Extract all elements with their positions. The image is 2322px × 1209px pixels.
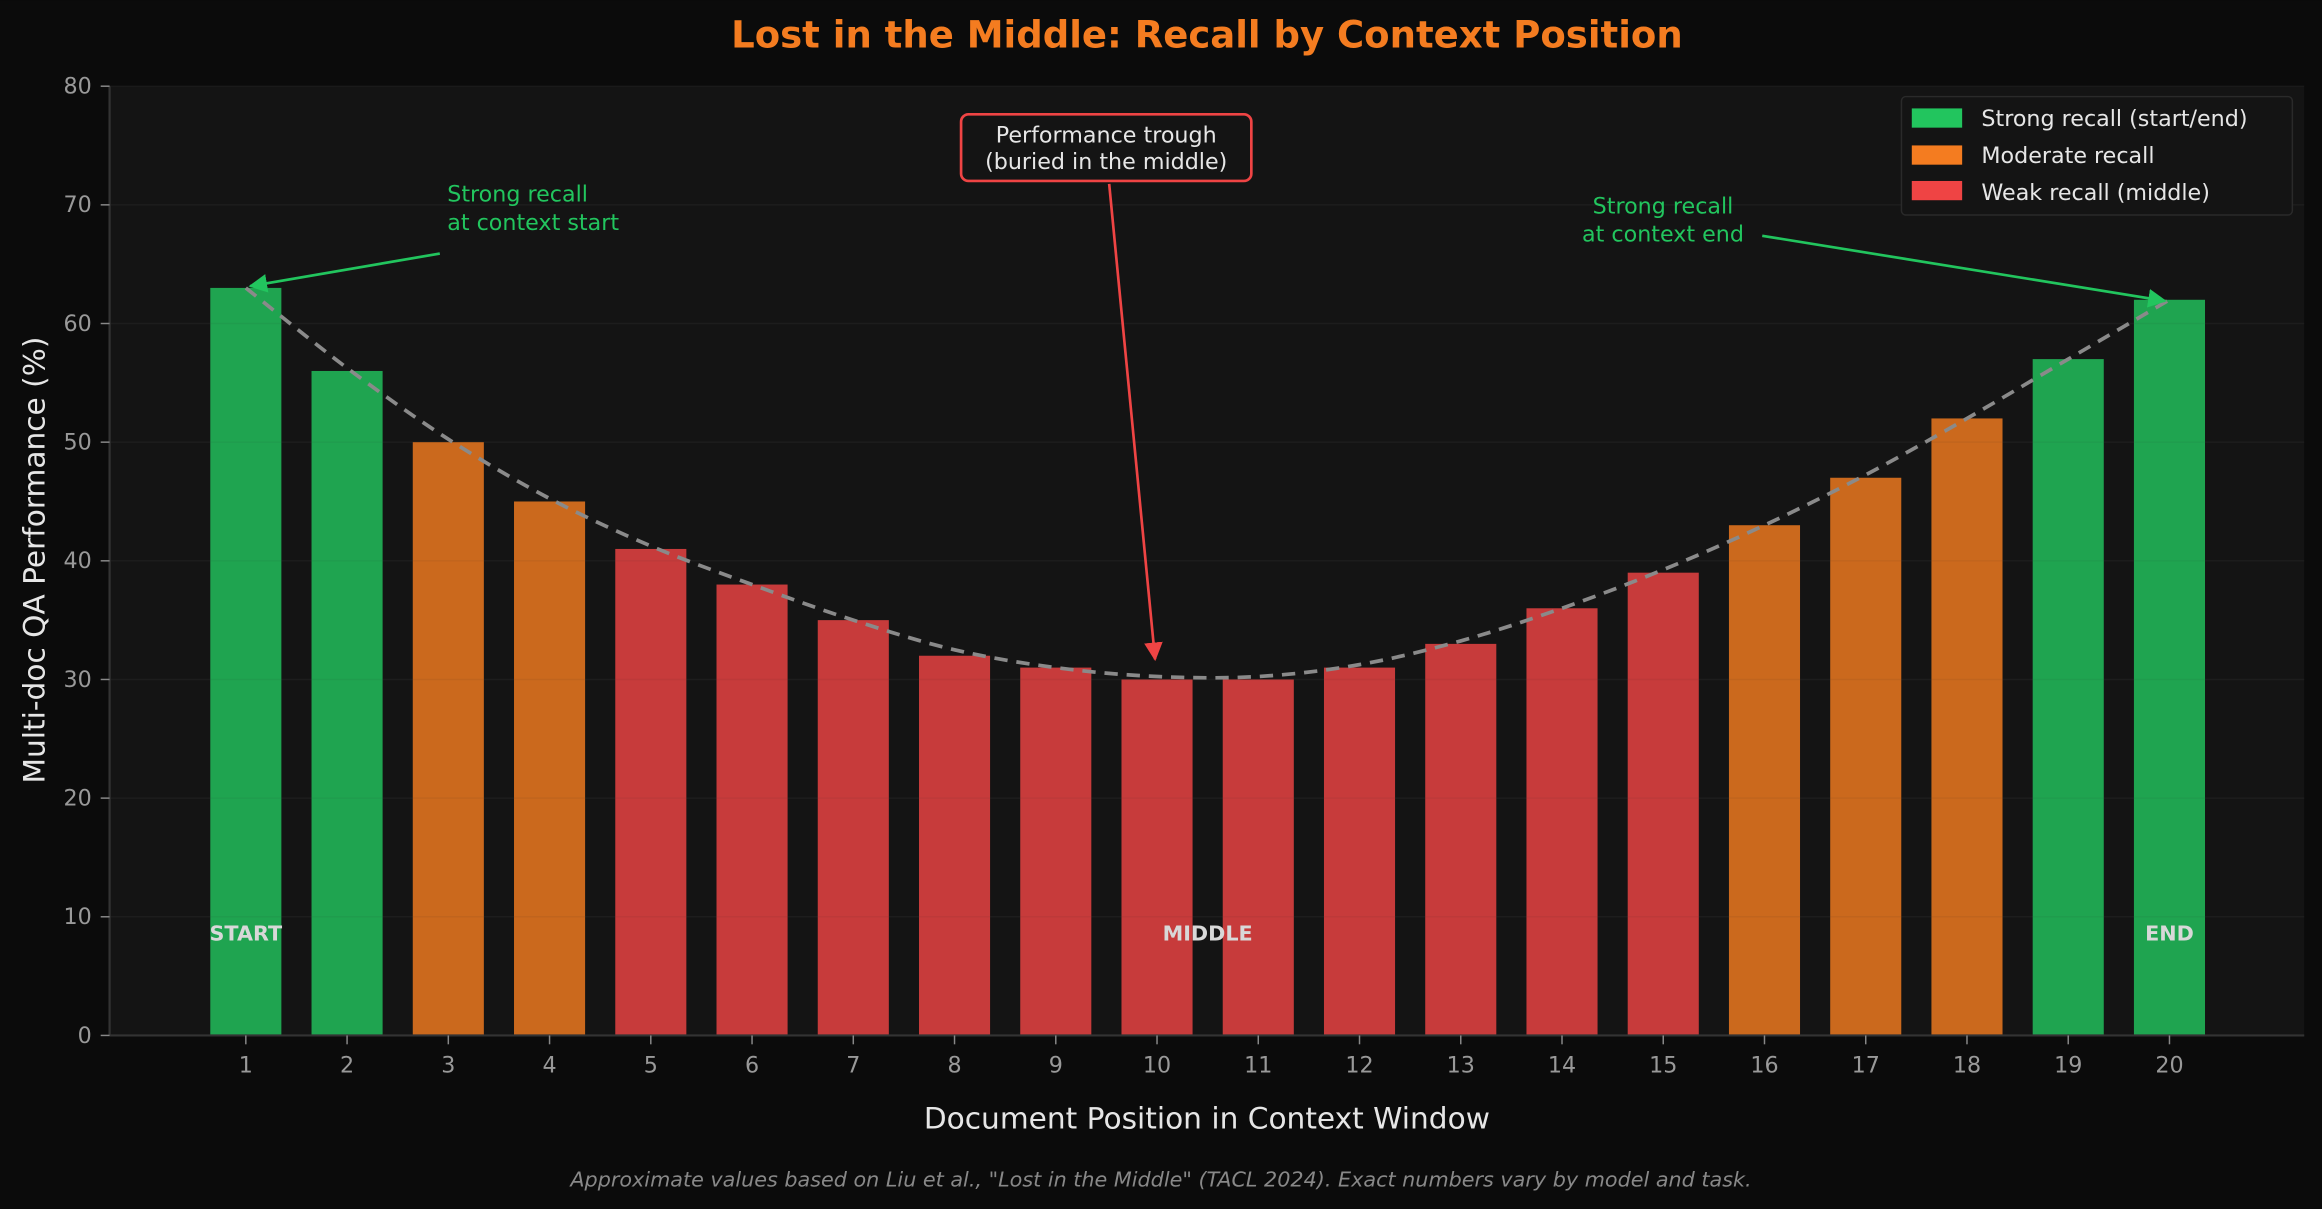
- bar-15: [1627, 572, 1699, 1036]
- annotation-start: Strong recall at context start: [248, 182, 619, 293]
- legend-swatch-strong: [1911, 108, 1963, 128]
- annotation-start-line1: Strong recall: [447, 182, 588, 208]
- x-tick-label: 1: [239, 1052, 253, 1078]
- bar-10: [1121, 679, 1193, 1036]
- bar-13: [1425, 643, 1497, 1036]
- bars: [109, 85, 2305, 1037]
- bar-16: [1728, 525, 1801, 1036]
- x-tick-label: 17: [1852, 1052, 1880, 1078]
- bar-7: [817, 620, 889, 1036]
- x-tick-label: 5: [644, 1052, 658, 1078]
- x-tick-label: 9: [1049, 1052, 1063, 1078]
- x-tick-label: 20: [2155, 1052, 2183, 1078]
- x-tick-label: 6: [745, 1052, 759, 1078]
- y-tick-label: 10: [64, 904, 92, 930]
- bar-label-middle: MIDDLE: [1163, 922, 1253, 946]
- legend: Strong recall (start/end) Moderate recal…: [1900, 95, 2294, 216]
- bar-14: [1526, 608, 1598, 1036]
- y-tick-label: 80: [64, 74, 92, 100]
- bar-12: [1323, 667, 1396, 1036]
- x-tick-label: 4: [542, 1052, 556, 1078]
- bar-3: [412, 442, 484, 1036]
- x-tick-label: 15: [1649, 1052, 1677, 1078]
- legend-label-moderate: Moderate recall: [1981, 143, 2154, 169]
- annotation-trough-arrow: [1107, 183, 1163, 662]
- y-tick-label: 40: [64, 548, 92, 574]
- footnote: Approximate values based on Liu et al., …: [568, 1167, 1751, 1191]
- legend-swatch-weak: [1911, 180, 1963, 201]
- x-tick-label: 16: [1750, 1052, 1778, 1078]
- annotation-start-line2: at context start: [447, 210, 619, 236]
- x-tick-label: 13: [1447, 1052, 1475, 1078]
- y-ticks: 0 10 20 30 40 50 60 70 80: [64, 74, 110, 1049]
- y-tick-label: 30: [64, 667, 92, 693]
- x-tick-label: 14: [1548, 1052, 1576, 1078]
- annotation-trough-line1: Performance trough: [996, 122, 1217, 148]
- annotation-end-line2: at context end: [1582, 222, 1744, 248]
- bar-label-start: START: [210, 922, 284, 946]
- legend-swatch-moderate: [1911, 145, 1963, 165]
- bar-19: [2032, 359, 2104, 1036]
- bar-17: [1830, 477, 1902, 1036]
- annotation-trough: Performance trough (buried in the middle…: [959, 113, 1253, 662]
- annotation-start-arrow: [248, 252, 441, 293]
- bar-6: [716, 584, 788, 1036]
- x-tick-label: 8: [947, 1052, 961, 1078]
- annotation-end-line1: Strong recall: [1593, 194, 1734, 220]
- x-tick-label: 11: [1244, 1052, 1272, 1078]
- bar-4: [514, 501, 586, 1036]
- bar-8: [918, 655, 991, 1036]
- x-axis-label: Document Position in Context Window: [924, 1102, 1490, 1136]
- bar-2: [311, 370, 383, 1036]
- x-tick-label: 3: [441, 1052, 455, 1078]
- bar-labels: START MIDDLE END: [210, 922, 2194, 946]
- y-axis-label: Multi-doc QA Performance (%): [17, 337, 51, 784]
- legend-label-weak: Weak recall (middle): [1981, 180, 2209, 206]
- bar-label-end: END: [2145, 922, 2194, 946]
- x-tick-label: 18: [1953, 1052, 1981, 1078]
- x-tick-label: 2: [340, 1052, 354, 1078]
- bar-1: [210, 287, 282, 1036]
- bar-5: [615, 548, 687, 1036]
- y-tick-label: 70: [64, 192, 92, 218]
- annotation-trough-box: [959, 113, 1253, 183]
- legend-box: [1900, 95, 2294, 216]
- x-tick-label: 10: [1143, 1052, 1171, 1078]
- legend-label-strong: Strong recall (start/end): [1981, 106, 2247, 132]
- y-tick-label: 60: [64, 311, 92, 337]
- x-ticks: 1 2 3 4 5 6 7 8 9 10 11 12 13 14 15 16 17 18 19 20: [239, 1035, 2184, 1078]
- x-tick-label: 7: [846, 1052, 860, 1078]
- bar-9: [1020, 667, 1092, 1036]
- y-tick-label: 50: [64, 430, 92, 456]
- annotation-trough-line2: (buried in the middle): [985, 149, 1227, 175]
- bar-11: [1222, 679, 1294, 1036]
- x-tick-label: 19: [2054, 1052, 2082, 1078]
- annotation-end-arrow: [1762, 234, 2167, 308]
- bar-20: [2133, 299, 2206, 1036]
- chart-title: Lost in the Middle: Recall by Context Po…: [731, 14, 1683, 57]
- x-tick-label: 12: [1345, 1052, 1373, 1078]
- trend-line: [244, 286, 2171, 680]
- y-tick-label: 20: [64, 786, 92, 812]
- bar-18: [1931, 418, 2003, 1036]
- y-tick-label: 0: [78, 1023, 92, 1049]
- annotation-end: Strong recall at context end: [1582, 194, 2167, 308]
